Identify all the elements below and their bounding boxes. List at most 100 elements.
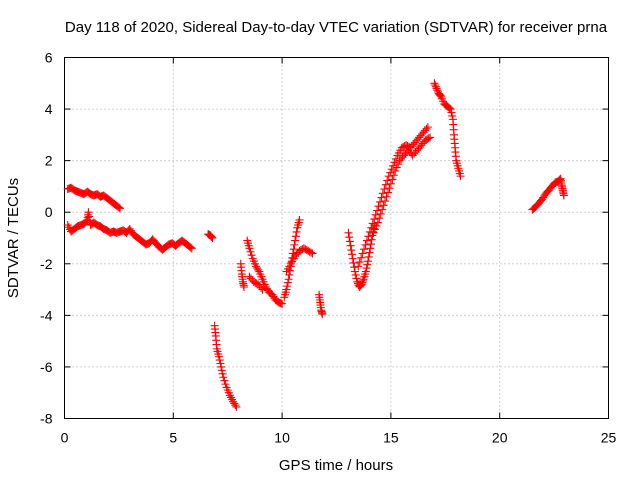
y-tick-label: -2 bbox=[40, 256, 53, 272]
data-point bbox=[219, 373, 228, 382]
data-point bbox=[348, 254, 357, 263]
data-point bbox=[361, 240, 370, 249]
data-point bbox=[363, 260, 372, 269]
data-point bbox=[215, 356, 224, 365]
data-point bbox=[214, 352, 223, 361]
data-point bbox=[289, 245, 298, 254]
data-point bbox=[114, 203, 123, 212]
x-tick-label: 15 bbox=[383, 430, 399, 446]
data-point bbox=[365, 227, 374, 236]
data-point bbox=[381, 197, 390, 206]
y-tick-label: 0 bbox=[45, 204, 53, 220]
x-tick-label: 20 bbox=[492, 430, 508, 446]
data-point bbox=[389, 161, 398, 170]
series-v-shape-flat-tail bbox=[282, 244, 317, 276]
data-point bbox=[186, 243, 195, 252]
data-point bbox=[365, 248, 374, 257]
data-point bbox=[378, 205, 387, 214]
data-point bbox=[364, 232, 373, 241]
data-point bbox=[383, 176, 392, 185]
data-point bbox=[207, 232, 216, 241]
series-dip-13h bbox=[344, 221, 379, 291]
data-point bbox=[370, 215, 379, 224]
data-point bbox=[218, 369, 227, 378]
data-point bbox=[386, 179, 395, 188]
data-point bbox=[85, 212, 94, 221]
y-tick-label: 2 bbox=[45, 153, 53, 169]
data-point bbox=[364, 257, 373, 266]
data-point bbox=[372, 221, 381, 230]
x-tick-label: 10 bbox=[274, 430, 290, 446]
data-point bbox=[387, 165, 396, 174]
data-point bbox=[345, 237, 354, 246]
data-point bbox=[422, 124, 431, 133]
data-point bbox=[435, 90, 444, 99]
chart-title: Day 118 of 2020, Sidereal Day-to-day VTE… bbox=[65, 19, 608, 36]
data-point bbox=[292, 227, 301, 236]
data-point bbox=[257, 283, 266, 292]
data-point bbox=[287, 258, 296, 267]
data-point bbox=[187, 244, 196, 253]
data-point bbox=[355, 258, 364, 267]
data-point bbox=[380, 185, 389, 194]
data-point bbox=[373, 206, 382, 215]
data-point bbox=[282, 285, 291, 294]
grid-layer bbox=[64, 57, 609, 419]
data-point bbox=[385, 184, 394, 193]
series-cluster-8.2h bbox=[236, 259, 249, 291]
data-point bbox=[350, 267, 359, 276]
series-upper-early bbox=[63, 183, 124, 213]
data-point bbox=[318, 310, 327, 319]
data-point bbox=[115, 204, 124, 213]
data-point bbox=[360, 245, 369, 254]
data-point bbox=[371, 210, 380, 219]
data-point bbox=[357, 253, 366, 262]
data-point bbox=[208, 234, 217, 242]
data-point bbox=[231, 401, 240, 410]
data-point bbox=[245, 244, 254, 253]
data-point bbox=[433, 86, 442, 95]
data-point bbox=[246, 247, 255, 256]
data-point bbox=[349, 258, 358, 267]
data-point bbox=[367, 223, 376, 232]
data-point bbox=[383, 188, 392, 197]
data-point bbox=[375, 214, 384, 223]
data-point bbox=[348, 250, 357, 259]
data-point bbox=[346, 241, 355, 250]
data-point bbox=[373, 218, 382, 227]
y-tick-label: -4 bbox=[40, 307, 53, 323]
plot-frame bbox=[64, 57, 609, 419]
series-cluster-11.8h bbox=[315, 290, 327, 319]
data-point bbox=[220, 376, 229, 385]
data-point bbox=[357, 280, 366, 289]
data-point bbox=[217, 366, 226, 375]
data-point bbox=[358, 278, 367, 287]
data-point bbox=[291, 236, 300, 245]
data-point bbox=[350, 263, 359, 272]
data-point bbox=[216, 359, 225, 368]
data-point bbox=[388, 175, 397, 184]
data-point bbox=[361, 267, 370, 276]
data-point bbox=[379, 201, 388, 210]
series-v-shape-rise bbox=[280, 215, 304, 302]
data-point bbox=[283, 282, 292, 291]
series-late-22-23h bbox=[528, 174, 568, 214]
data-point bbox=[217, 362, 226, 371]
data-point bbox=[436, 91, 445, 100]
tick-layer: 0 5 10 15 20 25 -8 -6 -4 -2 0 2 4 6 bbox=[40, 50, 616, 446]
data-point bbox=[447, 108, 456, 117]
data-marks bbox=[63, 79, 568, 411]
data-point bbox=[367, 235, 376, 244]
data-point bbox=[370, 225, 379, 234]
data-point bbox=[291, 232, 300, 241]
series-lower-early bbox=[63, 208, 196, 254]
data-point bbox=[377, 193, 386, 202]
data-point bbox=[295, 215, 304, 224]
data-point bbox=[378, 189, 387, 198]
data-point bbox=[240, 282, 249, 291]
data-point bbox=[559, 191, 568, 200]
x-tick-label: 5 bbox=[169, 430, 177, 446]
y-tick-label: -8 bbox=[40, 411, 53, 427]
data-point bbox=[347, 246, 356, 255]
